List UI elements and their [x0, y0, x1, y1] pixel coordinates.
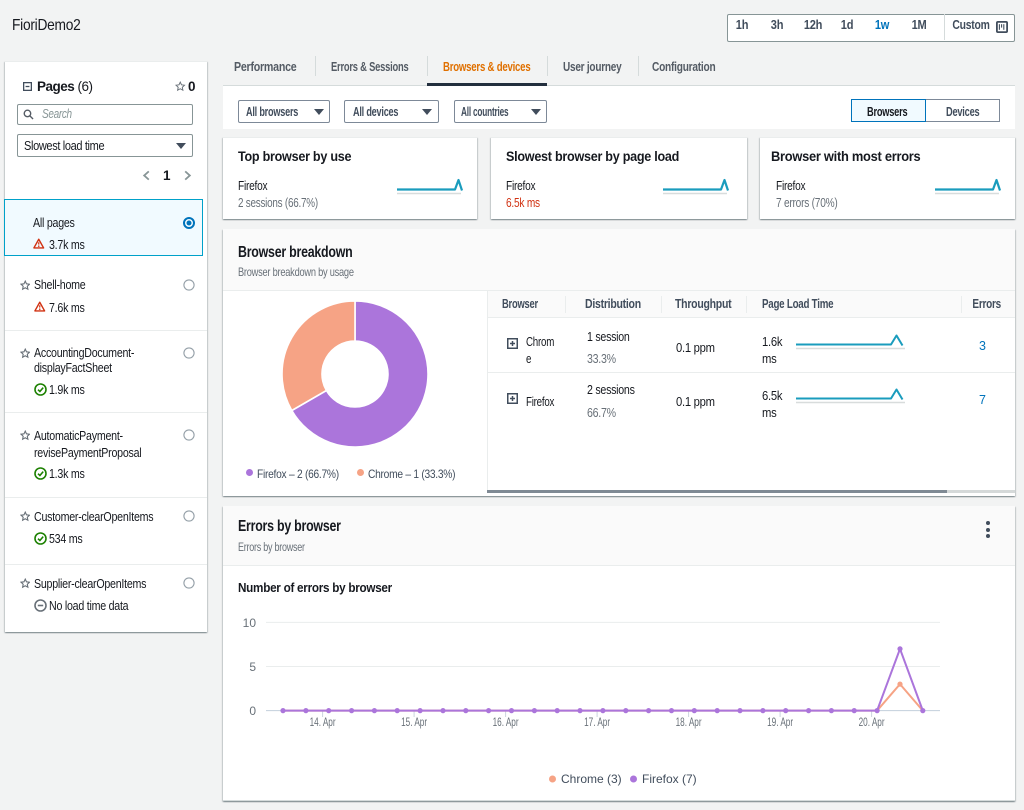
svg-text:16. Apr: 16. Apr: [493, 715, 519, 729]
svg-text:17. Apr: 17. Apr: [584, 715, 610, 729]
svg-text:Chrome (3): Chrome (3): [561, 772, 622, 786]
svg-text:15. Apr: 15. Apr: [401, 715, 427, 729]
svg-text:5: 5: [249, 660, 256, 674]
svg-text:20. Apr: 20. Apr: [859, 715, 885, 729]
svg-text:Firefox (7): Firefox (7): [642, 772, 697, 786]
svg-text:19. Apr: 19. Apr: [767, 715, 793, 729]
svg-text:14. Apr: 14. Apr: [310, 715, 336, 729]
svg-text:10: 10: [243, 616, 257, 630]
svg-text:0: 0: [249, 704, 256, 718]
svg-text:18. Apr: 18. Apr: [676, 715, 702, 729]
